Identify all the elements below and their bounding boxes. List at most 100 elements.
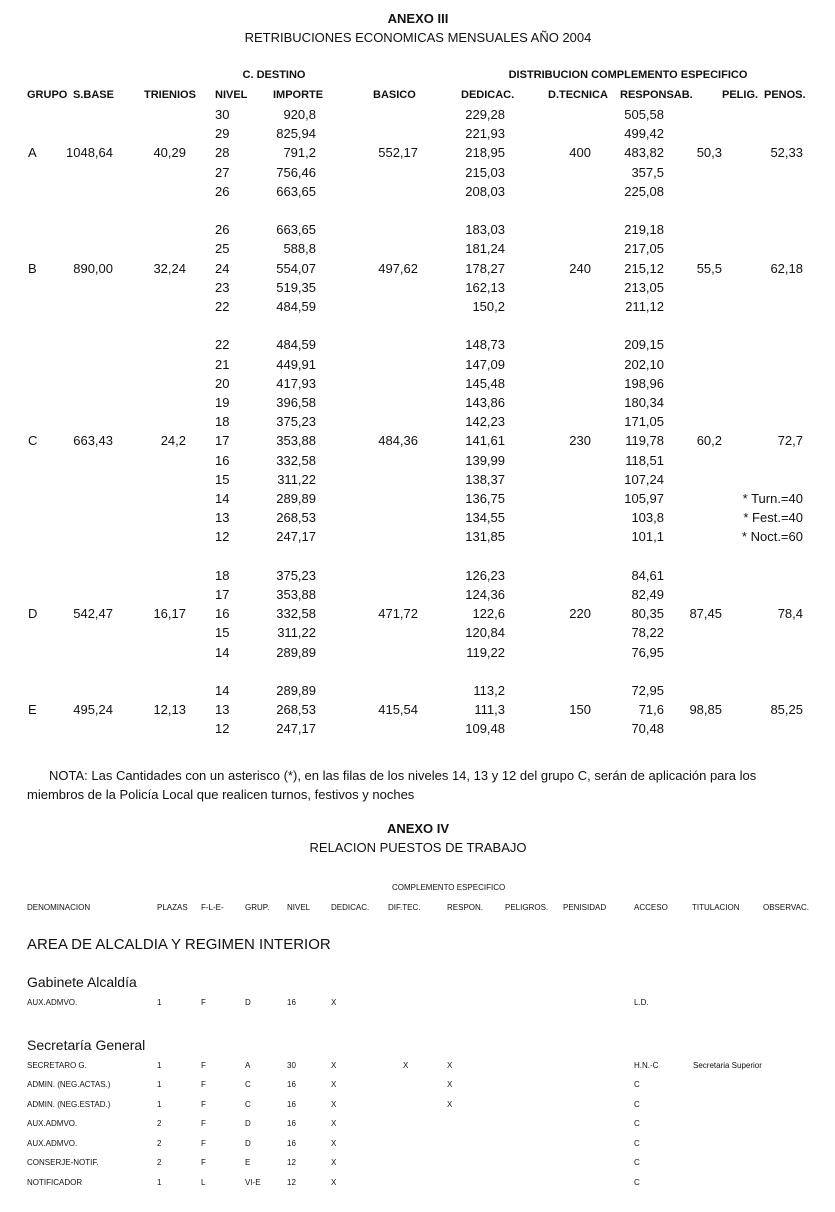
table-cell: C (634, 1177, 640, 1187)
column-header: TRIENIOS (144, 89, 196, 101)
table-cell: C (634, 1138, 640, 1148)
sbase-cell: 890,00 (73, 260, 113, 276)
dedicac-cell: 122,6 (472, 606, 505, 622)
table-cell: X (331, 1080, 337, 1089)
pelig-cell: 50,3 (696, 145, 722, 161)
basico-cell: 484,36 (378, 433, 418, 449)
table-cell: ADMIN. (NEG.ESTAD.) (27, 1099, 111, 1109)
table-cell: X (447, 1080, 453, 1089)
nivel-cell: 15 (215, 625, 230, 641)
table-cell: C (634, 1119, 640, 1128)
nivel-cell: 28 (215, 145, 230, 161)
table-cell: 16 (287, 1080, 296, 1089)
dedicac-cell: 138,37 (465, 471, 505, 487)
nivel-cell: 20 (215, 375, 230, 391)
trienios-cell: 12,13 (153, 702, 186, 718)
especifico-group-header: DISTRIBUCION COMPLEMENTO ESPECIFICO (508, 69, 748, 81)
column-header: PELIGROS. (505, 903, 549, 912)
table-cell: X (331, 1158, 337, 1167)
column-header: F-L-E- (201, 903, 224, 912)
basico-cell: 415,54 (378, 702, 418, 718)
dedicac-cell: 215,03 (465, 164, 505, 180)
table-cell: X (447, 1060, 453, 1070)
dedicac-cell: 181,24 (465, 241, 505, 257)
responsab-cell: 78,22 (631, 625, 664, 641)
table-cell: D (245, 1138, 251, 1148)
importe-cell: 311,22 (277, 471, 316, 487)
nivel-cell: 16 (215, 606, 230, 622)
table-cell: X (331, 1060, 337, 1070)
table-cell: C (634, 1099, 640, 1109)
importe-cell: 484,59 (276, 299, 316, 314)
sbase-cell: 663,43 (73, 433, 113, 449)
column-header: GRUP. (245, 903, 270, 912)
responsab-cell: 198,96 (624, 375, 664, 391)
importe-cell: 268,53 (276, 702, 316, 718)
grupo-cell: C (28, 433, 38, 449)
responsab-cell: 118,51 (625, 452, 664, 468)
table-cell: X (331, 998, 337, 1007)
nivel-cell: 17 (215, 433, 230, 449)
dedicac-cell: 113,2 (473, 683, 505, 698)
table-cell: 1 (157, 1099, 162, 1109)
importe-cell: 247,17 (276, 529, 316, 545)
anexo4-title: ANEXO IV (386, 821, 450, 836)
column-header: DEDICAC. (461, 89, 515, 101)
table-cell: F (201, 1138, 206, 1148)
nivel-cell: 18 (215, 567, 230, 583)
responsab-cell: 505,58 (624, 107, 664, 122)
asterisk-note: * Fest.=40 (743, 510, 803, 526)
responsab-cell: 70,48 (631, 721, 664, 737)
pelig-cell: 55,5 (696, 260, 722, 276)
responsab-cell: 213,05 (624, 279, 664, 295)
penos-cell: 72,7 (777, 433, 803, 449)
importe-cell: 247,17 (276, 721, 316, 737)
column-header: DENOMINACION (27, 903, 91, 912)
table-cell: X (447, 1099, 453, 1109)
table-cell: 1 (157, 1080, 162, 1089)
nivel-cell: 25 (215, 241, 230, 257)
importe-cell: 311,22 (277, 625, 316, 641)
dedicac-cell: 218,95 (465, 145, 505, 161)
table-cell: F (201, 998, 206, 1007)
table-cell: H.N.-C (634, 1060, 659, 1070)
penos-cell: 78,4 (777, 606, 803, 622)
nivel-cell: 14 (215, 491, 230, 506)
dedicac-cell: 139,99 (465, 452, 505, 468)
nivel-cell: 14 (215, 683, 230, 698)
responsab-cell: 499,42 (624, 126, 664, 142)
responsab-cell: 107,24 (624, 471, 664, 487)
dedicac-cell: 124,36 (465, 587, 505, 602)
column-header: S.BASE (73, 89, 114, 101)
section-title: Secretaría General (27, 1036, 146, 1053)
column-header: PENOS. (764, 89, 806, 101)
anexo4-subtitle: RELACION PUESTOS DE TRABAJO (309, 840, 527, 855)
responsab-cell: 180,34 (624, 395, 664, 410)
responsab-cell: 171,05 (624, 414, 664, 430)
responsab-cell: 105,97 (624, 491, 664, 506)
table-cell: 12 (287, 1158, 296, 1167)
column-header: DEDICAC. (331, 903, 370, 912)
nivel-cell: 13 (215, 702, 230, 718)
table-cell: F (201, 1099, 206, 1109)
column-header: PENISIDAD (563, 903, 607, 912)
importe-cell: 332,58 (276, 606, 316, 622)
responsab-cell: 219,18 (624, 222, 664, 238)
nivel-cell: 26 (215, 222, 230, 238)
importe-cell: 791,2 (283, 145, 316, 161)
nivel-cell: 12 (215, 721, 230, 737)
nivel-cell: 18 (215, 414, 230, 430)
trienios-cell: 16,17 (153, 606, 186, 622)
table-cell: E (245, 1158, 251, 1167)
column-header: GRUPO (27, 89, 68, 101)
table-cell: F (201, 1060, 206, 1070)
nivel-cell: 15 (215, 471, 230, 487)
nivel-cell: 23 (215, 279, 230, 295)
pelig-cell: 60,2 (696, 433, 722, 449)
destino-group-header: C. DESTINO (242, 69, 306, 81)
column-header: PLAZAS (157, 903, 188, 912)
nivel-cell: 30 (215, 107, 230, 122)
importe-cell: 289,89 (276, 683, 316, 698)
dedicac-cell: 148,73 (465, 337, 505, 353)
responsab-cell: 82,49 (631, 587, 664, 602)
